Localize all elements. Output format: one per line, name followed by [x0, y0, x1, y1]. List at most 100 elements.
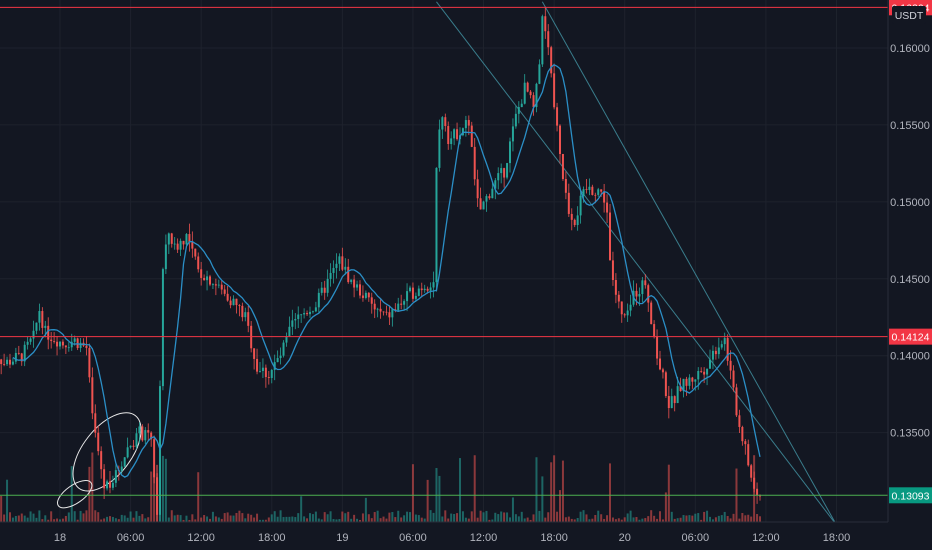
- candle-body: [73, 338, 76, 342]
- candle-body: [170, 233, 173, 244]
- volume-bar: [385, 518, 388, 522]
- volume-bar: [603, 518, 606, 522]
- volume-bar: [623, 517, 626, 522]
- candle-body: [14, 352, 17, 362]
- volume-bar: [79, 510, 82, 522]
- volume-bar: [711, 519, 714, 522]
- candle-body: [544, 16, 547, 32]
- volume-bar: [576, 517, 579, 522]
- volume-bar: [356, 518, 359, 522]
- candle-body: [594, 194, 597, 196]
- ellipse-drawing[interactable]: [60, 401, 154, 503]
- candle-body: [300, 314, 303, 316]
- candle-body: [367, 292, 370, 298]
- volume-bar: [200, 517, 203, 522]
- volume-bar: [559, 490, 562, 522]
- candle-body: [553, 73, 556, 108]
- volume-bar: [82, 513, 85, 522]
- volume-bar: [670, 511, 673, 522]
- volume-bar: [567, 516, 570, 522]
- volume-bar: [591, 518, 594, 522]
- volume-bar: [667, 464, 670, 522]
- time-tick-label: 18: [54, 532, 66, 544]
- volume-bar: [417, 515, 420, 522]
- candle-body: [447, 126, 450, 145]
- candle-body: [591, 186, 594, 195]
- candle-body: [161, 269, 164, 387]
- volume-bar: [532, 514, 535, 522]
- candle-body: [520, 103, 523, 108]
- candle-body: [529, 91, 532, 96]
- volume-bar: [459, 458, 461, 522]
- ellipse-drawing[interactable]: [53, 475, 96, 513]
- candle-body: [759, 495, 762, 497]
- volume-bar: [241, 513, 244, 522]
- candle-body: [506, 163, 509, 178]
- candle-body: [370, 297, 373, 304]
- candle-body: [476, 179, 479, 199]
- volume-bar: [723, 511, 726, 522]
- volume-bar: [661, 519, 664, 522]
- candle-body: [738, 415, 741, 427]
- candle-body: [597, 189, 600, 195]
- volume-bar: [476, 517, 479, 522]
- candle-body: [411, 287, 414, 299]
- volume-bar: [123, 515, 126, 522]
- candle-body: [564, 178, 567, 193]
- volume-bar: [256, 513, 259, 522]
- candle-body: [135, 433, 138, 447]
- candle-body: [306, 313, 309, 315]
- volume-bar: [106, 516, 109, 522]
- volume-bar: [382, 516, 385, 522]
- candle-body: [717, 347, 720, 355]
- volume-bar: [514, 514, 517, 522]
- volume-bar: [600, 514, 603, 522]
- volume-bar: [126, 517, 129, 522]
- volume-bar: [176, 514, 179, 522]
- volume-bar: [635, 516, 638, 522]
- price-axis-panel[interactable]: [888, 0, 932, 522]
- candle-body: [256, 358, 259, 372]
- volume-bar: [314, 511, 317, 522]
- volume-bar: [564, 517, 567, 522]
- candle-body: [358, 284, 361, 296]
- candle-body: [94, 413, 97, 433]
- currency-label-box[interactable]: [892, 6, 926, 24]
- volume-bar: [332, 519, 335, 522]
- candle-body: [332, 267, 335, 273]
- time-tick-label: 12:00: [187, 532, 215, 544]
- time-tick-label: 06:00: [117, 532, 145, 544]
- volume-bar: [35, 517, 38, 522]
- volume-bar: [717, 515, 720, 522]
- candle-body: [208, 276, 211, 285]
- candle-body: [285, 336, 288, 343]
- candle-body: [714, 350, 717, 355]
- candle-body: [147, 430, 150, 433]
- candle-body: [167, 233, 170, 245]
- candle-body: [753, 477, 756, 489]
- candle-body: [361, 295, 364, 298]
- price-badge-label: 0.14124: [892, 332, 930, 344]
- volume-bar: [197, 472, 200, 522]
- candle-body: [111, 482, 114, 488]
- candle-body: [26, 341, 29, 345]
- time-axis-panel[interactable]: [0, 522, 932, 550]
- volume-bar: [682, 515, 685, 522]
- volume-bar: [556, 511, 559, 522]
- candle-body: [241, 305, 244, 318]
- volume-bar: [594, 515, 597, 522]
- candle-body: [220, 284, 223, 290]
- currency-label: USDT: [895, 10, 924, 22]
- volume-bar: [673, 518, 676, 522]
- trendline[interactable]: [436, 1, 837, 526]
- candle-body: [373, 303, 376, 310]
- volume-bar: [726, 516, 729, 522]
- volume-bar: [114, 518, 117, 522]
- volume-bar: [344, 513, 347, 522]
- candle-body: [470, 125, 473, 147]
- candle-body: [441, 117, 444, 130]
- candle-body: [223, 289, 226, 294]
- trendline[interactable]: [541, 1, 837, 526]
- volume-bar: [258, 519, 261, 522]
